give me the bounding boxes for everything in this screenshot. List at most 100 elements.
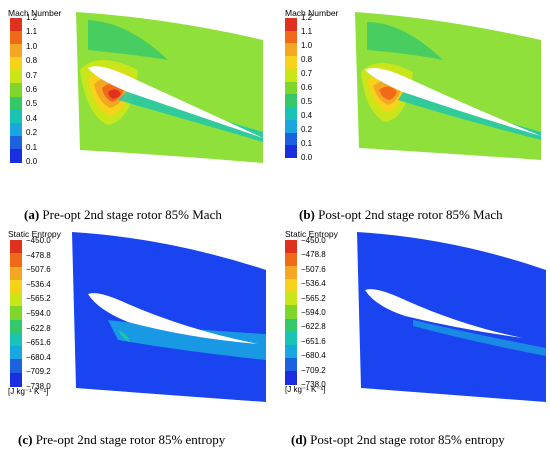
tick-label: 1.2 bbox=[301, 13, 313, 22]
colorbar-segment bbox=[285, 279, 297, 294]
caption-letter: (d) bbox=[291, 432, 307, 447]
colorbar-segment bbox=[285, 94, 297, 108]
tick-label: 0.1 bbox=[301, 139, 313, 148]
tick-label: 0.0 bbox=[26, 157, 38, 166]
colorbar-segment bbox=[285, 240, 297, 254]
mach-contour-field bbox=[355, 12, 541, 160]
colorbar-segment bbox=[285, 344, 297, 359]
panel-d: Static Entropy −450.0 −478.8 −507.6 −536.4 −… bbox=[275, 227, 550, 454]
tick-label: −478.8 bbox=[26, 250, 51, 260]
colorbar-segment bbox=[10, 148, 22, 163]
tick-label: −594.0 bbox=[26, 309, 51, 318]
unit-label: [J kg⁻¹ K⁻¹] bbox=[8, 387, 49, 396]
tick-label: 0.0 bbox=[301, 153, 313, 162]
caption-letter: (a) bbox=[24, 207, 40, 222]
tick-label: 0.4 bbox=[26, 113, 38, 123]
caption-d: (d) Post-opt 2nd stage rotor 85% entropy bbox=[291, 432, 505, 448]
tick-label: 0.4 bbox=[301, 111, 313, 120]
colorbar-segment bbox=[10, 279, 22, 294]
panel-c: Static Entropy −450.0 −478.8 −507.6 −536.4 −… bbox=[0, 227, 275, 454]
unit-label: [J kg⁻¹ K⁻¹] bbox=[285, 385, 326, 394]
colorbar-segment bbox=[10, 122, 22, 137]
tick-label: 0.1 bbox=[26, 142, 38, 152]
caption-b: (b) Post-opt 2nd stage rotor 85% Mach bbox=[299, 207, 503, 223]
tick-label: −450.0 bbox=[26, 236, 51, 245]
tick-label: −565.2 bbox=[26, 294, 51, 304]
colorbar-segment bbox=[285, 30, 297, 44]
colorbar-segment bbox=[10, 240, 22, 254]
colorbar-segment bbox=[10, 253, 22, 268]
tick-label: −594.0 bbox=[301, 308, 326, 317]
panel-b: Mach Number 1.2 1.1 1.0 0.8 0.7 0.6 0.5 0.4 0.2 0… bbox=[275, 0, 550, 227]
colorbar bbox=[10, 18, 22, 163]
colorbar bbox=[285, 18, 297, 159]
colorbar-segment bbox=[10, 135, 22, 150]
tick-label: 0.2 bbox=[301, 125, 313, 134]
colorbar-segment bbox=[285, 145, 297, 159]
colorbar-segment bbox=[10, 346, 22, 361]
entropy-contour-field bbox=[72, 232, 266, 402]
colorbar-segment bbox=[10, 293, 22, 308]
legend-title: Static Entropy bbox=[8, 229, 61, 239]
colorbar-segment bbox=[10, 109, 22, 124]
tick-label: −536.4 bbox=[26, 279, 51, 289]
tick-label: −651.6 bbox=[301, 336, 326, 346]
caption-a: (a) Pre-opt 2nd stage rotor 85% Mach bbox=[24, 207, 222, 223]
colorbar-segment bbox=[285, 81, 297, 95]
caption-letter: (b) bbox=[299, 207, 315, 222]
colorbar-segment bbox=[285, 107, 297, 121]
tick-label: 0.5 bbox=[301, 97, 313, 106]
colorbar-segment bbox=[10, 332, 22, 347]
tick-label: 0.8 bbox=[301, 55, 313, 64]
colorbar-segment bbox=[285, 132, 297, 146]
colorbar-segment bbox=[285, 266, 297, 281]
tick-label: 0.8 bbox=[26, 56, 38, 66]
tick-label: 1.0 bbox=[26, 41, 38, 51]
colorbar-segment bbox=[285, 331, 297, 346]
tick-label: −565.2 bbox=[301, 293, 326, 303]
colorbar-segment bbox=[10, 266, 22, 281]
colorbar-segment bbox=[10, 319, 22, 334]
colorbar-segment bbox=[10, 306, 22, 321]
tick-label: −738.0 bbox=[26, 382, 51, 391]
tick-label: −622.8 bbox=[301, 322, 326, 332]
tick-label: 0.6 bbox=[26, 85, 38, 94]
colorbar-segment bbox=[285, 357, 297, 372]
tick-label: 0.7 bbox=[26, 70, 38, 80]
colorbar-segment bbox=[285, 18, 297, 31]
caption-text: Post-opt 2nd stage rotor 85% entropy bbox=[310, 432, 505, 447]
tick-label: 1.2 bbox=[26, 13, 38, 22]
legend-title: Mach Number bbox=[285, 8, 339, 18]
tick-label: 1.1 bbox=[301, 27, 313, 36]
colorbar-segment bbox=[285, 56, 297, 70]
colorbar-segment bbox=[10, 96, 22, 111]
mach-contour-field bbox=[76, 12, 263, 163]
colorbar bbox=[10, 240, 22, 387]
colorbar-segment bbox=[285, 253, 297, 268]
tick-label: 0.7 bbox=[301, 69, 313, 78]
colorbar-segment bbox=[10, 70, 22, 85]
tick-label: 0.2 bbox=[26, 128, 38, 138]
colorbar-segment bbox=[285, 318, 297, 333]
tick-label: −478.8 bbox=[301, 250, 326, 260]
colorbar-segment bbox=[285, 305, 297, 320]
entropy-contour-field bbox=[357, 232, 546, 402]
tick-label: 1.1 bbox=[26, 27, 38, 37]
colorbar-segment bbox=[285, 119, 297, 133]
tick-label: −507.6 bbox=[301, 264, 326, 274]
colorbar-segment bbox=[10, 57, 22, 72]
tick-label: 0.6 bbox=[301, 83, 313, 92]
tick-label: −709.2 bbox=[26, 367, 51, 377]
colorbar-segment bbox=[10, 18, 22, 32]
colorbar-segment bbox=[10, 372, 22, 387]
colorbar-segment bbox=[10, 31, 22, 46]
tick-label: −680.4 bbox=[26, 352, 51, 362]
tick-label: −622.8 bbox=[26, 323, 51, 333]
colorbar-segment bbox=[285, 370, 297, 385]
colorbar-segment bbox=[285, 43, 297, 57]
caption-text: Pre-opt 2nd stage rotor 85% entropy bbox=[35, 432, 226, 447]
caption-letter: (c) bbox=[18, 432, 33, 447]
tick-label: 0.5 bbox=[26, 99, 38, 109]
colorbar-segment bbox=[285, 292, 297, 307]
panel-a: Mach Number 1.2 1.1 1.0 0.8 0.7 0.6 0.5 0.4 0.2 0… bbox=[0, 0, 275, 227]
